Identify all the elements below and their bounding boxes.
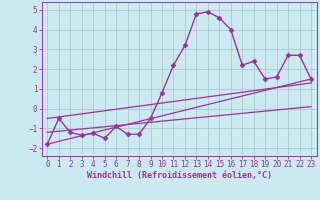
X-axis label: Windchill (Refroidissement éolien,°C): Windchill (Refroidissement éolien,°C) [87, 171, 272, 180]
